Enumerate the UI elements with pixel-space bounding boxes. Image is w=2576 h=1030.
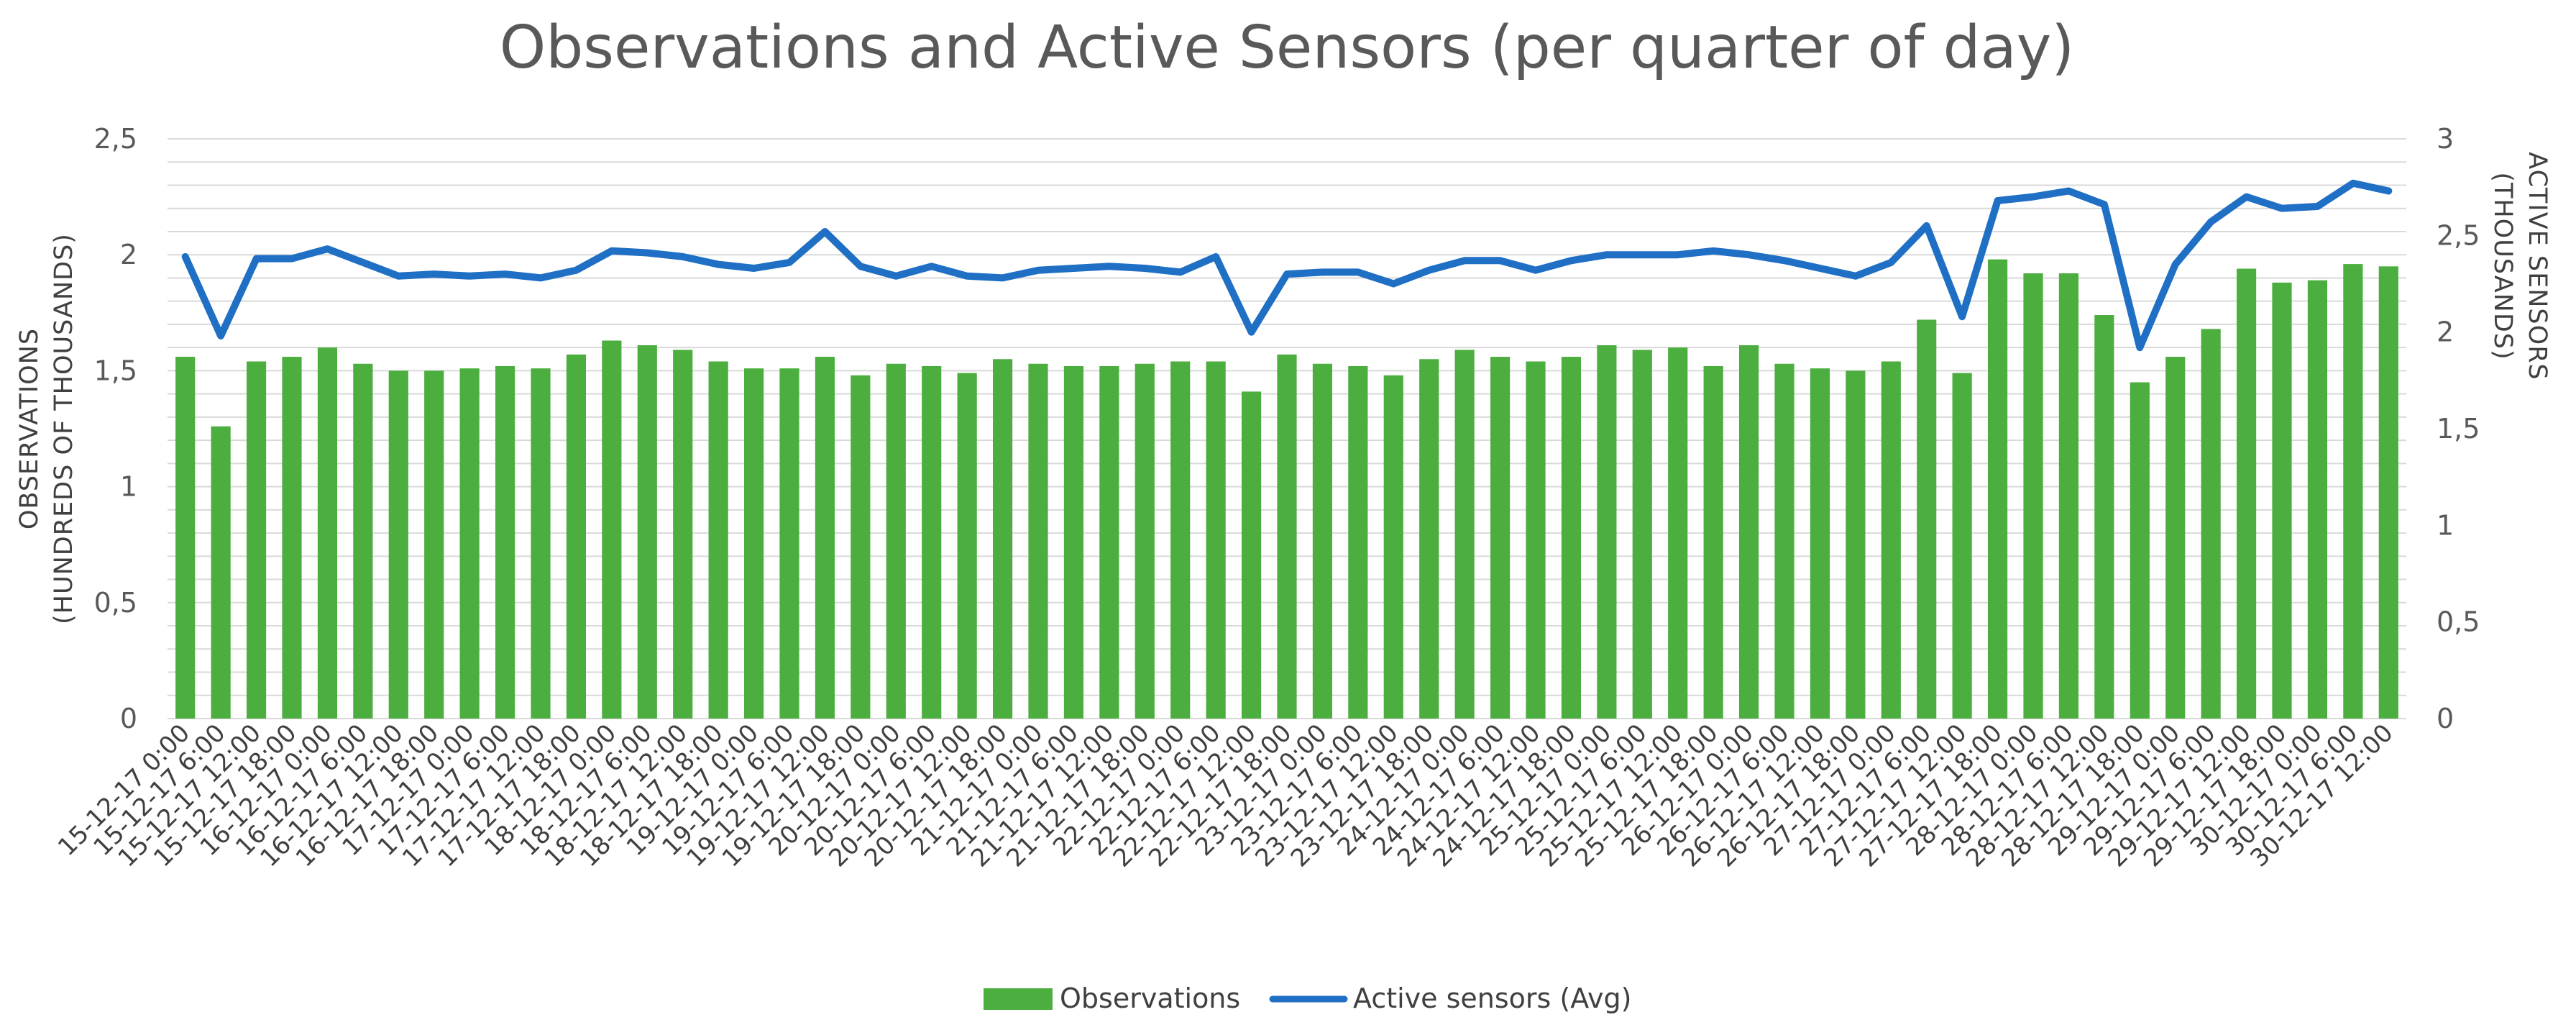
observations-bar — [1561, 357, 1582, 719]
observations-bar — [1987, 259, 2008, 719]
observations-bar — [1170, 361, 1191, 719]
observations-bar — [424, 370, 444, 719]
observations-bar — [1419, 359, 1439, 719]
observations-bar — [1241, 391, 1262, 719]
right-tick-label: 0 — [2437, 703, 2454, 734]
right-axis-title-line: ACTIVE SENSORS — [2523, 152, 2552, 380]
observations-bar — [2130, 382, 2150, 719]
observations-bar — [1703, 365, 1723, 719]
observations-bar — [1383, 375, 1403, 719]
right-tick-label: 2,5 — [2437, 219, 2480, 251]
observations-bar — [957, 373, 977, 719]
observations-bar — [815, 357, 835, 719]
observations-bar — [388, 370, 408, 719]
observations-bar — [459, 368, 480, 719]
observations-bar — [1668, 347, 1688, 719]
observations-bar — [886, 363, 906, 719]
observations-bar — [495, 365, 515, 719]
observations-bar — [2272, 282, 2292, 719]
observations-bar — [1099, 365, 1119, 719]
right-axis-ticks: 0 0,5 1 1,5 2 2,5 3 — [2437, 123, 2480, 734]
observations-bar — [175, 357, 196, 719]
right-axis-title: ACTIVE SENSORS(THOUSANDS) — [2488, 152, 2552, 380]
observations-bar — [743, 368, 764, 719]
legend-observations-label: Observations — [1060, 983, 1240, 1014]
observations-bar — [1135, 363, 1155, 719]
observations-bar — [1881, 361, 1901, 719]
legend: Observations Active sensors (Avg) — [984, 983, 1631, 1014]
observations-bar — [566, 354, 587, 719]
observations-bars — [175, 259, 2398, 719]
observations-bar — [2023, 273, 2043, 719]
legend-active-sensors-label: Active sensors (Avg) — [1353, 983, 1631, 1014]
observations-bar — [2343, 264, 2363, 719]
observations-bar — [673, 350, 693, 719]
observations-bar — [2058, 273, 2079, 719]
observations-bar — [851, 375, 871, 719]
legend-observations-swatch — [984, 988, 1053, 1010]
observations-bar — [1277, 354, 1297, 719]
observations-bar — [708, 361, 728, 719]
observations-bar — [531, 368, 551, 719]
left-tick-label: 0 — [120, 703, 137, 734]
observations-bar — [282, 357, 302, 719]
observations-bar — [1917, 319, 1937, 719]
observations-bar — [1312, 363, 1333, 719]
observations-bar — [637, 345, 657, 719]
observations-bar — [2236, 268, 2257, 719]
left-axis-title-line: (HUNDREDS OF THOUSANDS) — [50, 233, 78, 624]
left-tick-label: 2 — [120, 239, 137, 270]
observations-bar — [779, 368, 799, 719]
observations-bar — [1738, 345, 1759, 719]
observations-bar — [1526, 361, 1546, 719]
observations-bar — [2307, 280, 2328, 719]
left-axis-ticks: 0 0,5 1 1,5 2 2,5 — [94, 123, 137, 734]
observations-bar — [1206, 361, 1226, 719]
observations-bar — [922, 365, 942, 719]
right-axis-title-line: (THOUSANDS) — [2488, 172, 2517, 360]
observations-bar — [211, 426, 231, 719]
observations-bar — [1454, 350, 1475, 719]
left-tick-label: 0,5 — [94, 587, 137, 619]
right-tick-label: 2 — [2437, 316, 2454, 348]
right-tick-label: 1,5 — [2437, 413, 2480, 445]
observations-bar — [1846, 370, 1866, 719]
observations-bar — [1490, 357, 1511, 719]
right-tick-label: 0,5 — [2437, 606, 2480, 638]
observations-bar — [2094, 315, 2114, 719]
left-axis-title: OBSERVATIONS (HUNDREDS OF THOUSANDS) — [15, 233, 78, 624]
right-tick-label: 1 — [2437, 509, 2454, 541]
observations-bar — [1810, 368, 1830, 719]
observations-bar — [992, 359, 1013, 719]
left-axis-title-line: OBSERVATIONS — [15, 328, 44, 529]
observations-bar — [1348, 365, 1368, 719]
observations-bar — [2201, 329, 2221, 719]
observations-bar — [1597, 345, 1617, 719]
active-sensors-line-group — [181, 179, 2393, 352]
observations-bar — [317, 347, 338, 719]
left-tick-label: 1 — [120, 471, 137, 503]
observations-bar — [1028, 363, 1048, 719]
right-tick-label: 3 — [2437, 123, 2454, 155]
chart-title: Observations and Active Sensors (per qua… — [500, 14, 2075, 82]
observations-bar — [2165, 357, 2186, 719]
observations-bar — [1952, 373, 1972, 719]
left-tick-label: 1,5 — [94, 355, 137, 386]
left-tick-label: 2,5 — [94, 123, 137, 155]
observations-bar — [1774, 363, 1795, 719]
active-sensors-line — [181, 179, 2393, 352]
observations-bar — [1063, 365, 1084, 719]
observations-bar — [353, 363, 373, 719]
observations-bar — [246, 361, 267, 719]
observations-bar — [2378, 266, 2398, 719]
observations-bar — [602, 340, 622, 719]
observations-bar — [1632, 350, 1652, 719]
